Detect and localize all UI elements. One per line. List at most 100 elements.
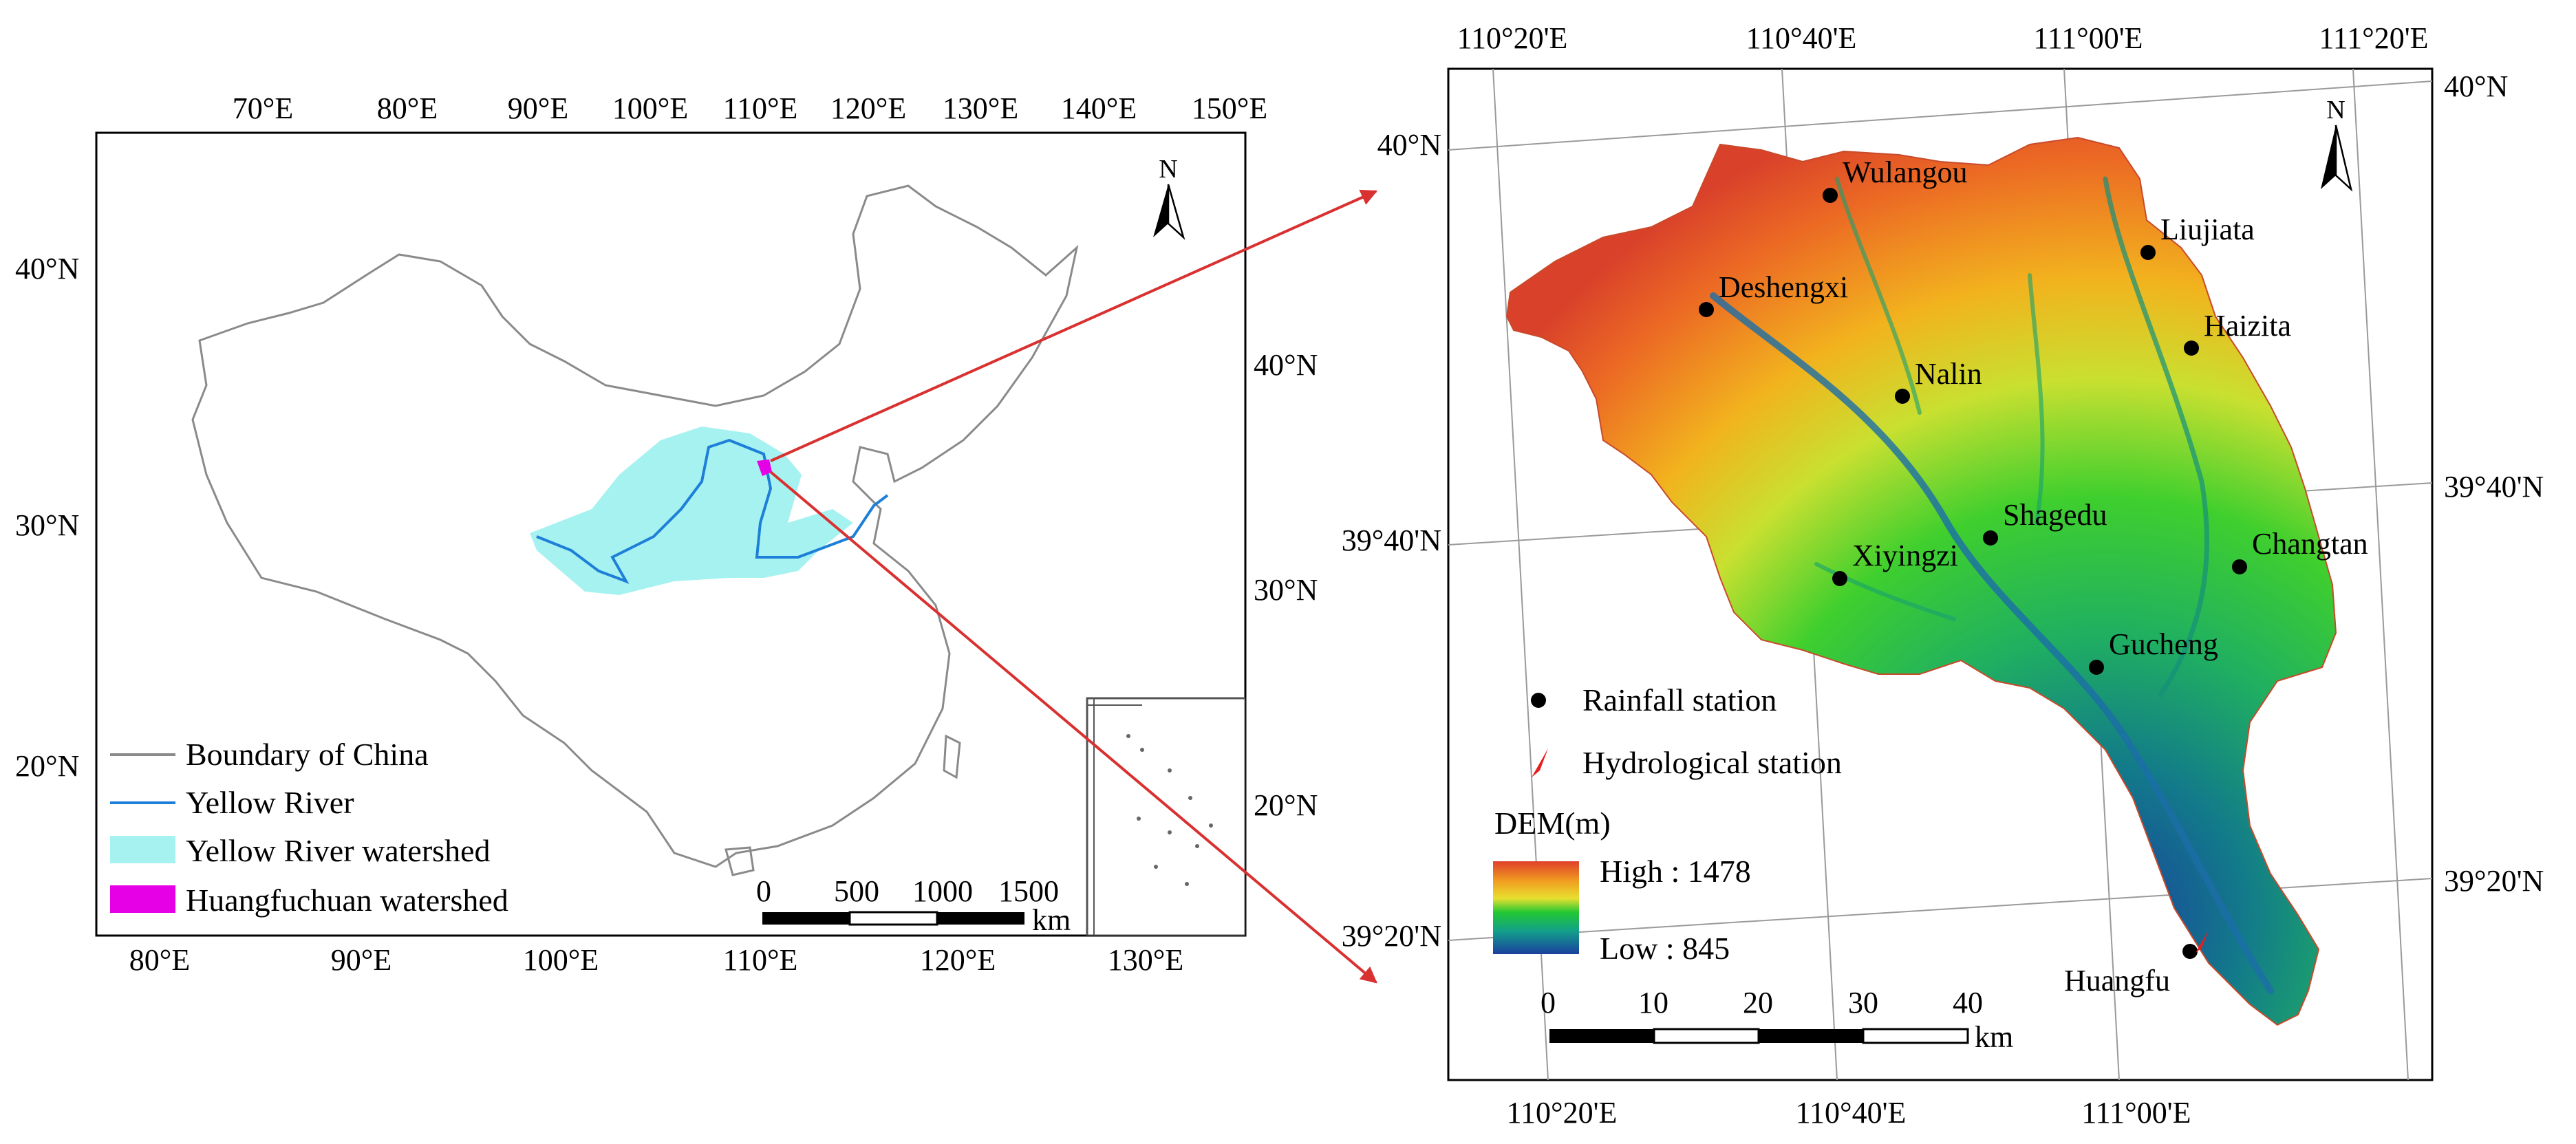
right-north-arrow: N (2321, 96, 2353, 192)
left-top-lon-tick: 130°E (943, 91, 1018, 125)
left-lat-tick: 40°N (15, 252, 79, 285)
right-scale-tick: 40 (1953, 986, 1983, 1019)
station-dot-liujiata (2140, 245, 2156, 260)
left-right-lat-tick: 30°N (1254, 573, 1318, 607)
station-dot-shagedu (1983, 530, 1998, 546)
legend-watershed-label: Yellow River watershed (186, 833, 490, 868)
right-detail-map: 110°20'E 110°40'E 111°00'E 111°20'E 110°… (1342, 21, 2544, 1130)
right-scale-unit: km (1975, 1020, 2013, 1054)
taiwan-outline (943, 734, 961, 779)
station-dot-deshengxi (1699, 302, 1714, 317)
dem-color-ramp (1493, 861, 1579, 954)
left-scale-tick: 0 (756, 874, 771, 908)
left-scale-tick: 500 (834, 874, 879, 908)
legend-rainfall-label: Rainfall station (1582, 682, 1777, 717)
station-label-wulangou: Wulangou (1843, 155, 1968, 189)
legend-watershed-symbol (110, 836, 175, 863)
right-bottom-lon-tick: 111°00'E (2081, 1096, 2191, 1130)
left-top-lon-tick: 70°E (233, 91, 293, 125)
station-label-haizita: Haizita (2204, 309, 2291, 343)
station-dot-nalin (1895, 389, 1910, 404)
station-label-huangfu: Huangfu (2064, 964, 2170, 997)
left-bottom-lon-tick: 110°E (723, 943, 798, 977)
station-label-changtan: Changtan (2252, 527, 2368, 561)
right-north-arrow-right-half (2334, 125, 2353, 192)
right-top-lon-ticks: 110°20'E 110°40'E 111°00'E 111°20'E (1457, 21, 2429, 55)
left-top-lon-tick: 110°E (723, 91, 798, 125)
legend-hydro-label: Hydrological station (1582, 745, 1842, 780)
right-left-lat-tick: 39°20'N (1342, 919, 1441, 953)
station-dot-huangfu (2182, 944, 2198, 959)
left-bottom-lon-tick: 100°E (523, 943, 599, 977)
right-top-lon-tick: 110°40'E (1746, 21, 1857, 55)
station-label-gucheng: Gucheng (2109, 627, 2218, 661)
china-boundary (191, 184, 1079, 868)
left-overview-map: 70°E 80°E 90°E 100°E 110°E 120°E 130°E 1… (15, 91, 1378, 984)
legend-hydro-symbol (1532, 748, 1548, 777)
legend-huangfuchuan-label: Huangfuchuan watershed (186, 883, 508, 918)
station-dot-gucheng (2089, 660, 2104, 675)
south-china-sea-inset (1086, 697, 1245, 936)
legend-river-label: Yellow River (186, 785, 354, 820)
left-scale-bar: 0 500 1000 1500 km (756, 874, 1071, 937)
left-north-arrow-right-half (1167, 184, 1185, 240)
right-scale-tick: 10 (1638, 986, 1668, 1019)
legend-boundary-label: Boundary of China (186, 737, 429, 772)
right-right-lat-tick: 39°20'N (2444, 864, 2544, 898)
right-scale-tick: 20 (1743, 986, 1773, 1019)
station-label-liujiata: Liujiata (2160, 213, 2255, 246)
right-right-lat-ticks: 40°N 39°40'N 39°20'N (2444, 69, 2544, 898)
left-north-arrow: N (1153, 155, 1185, 240)
left-bottom-lon-ticks: 80°E 90°E 100°E 110°E 120°E 130°E (129, 943, 1183, 977)
dem-legend-title: DEM(m) (1494, 806, 1611, 841)
left-top-lon-tick: 100°E (612, 91, 688, 125)
station-label-deshengxi: Deshengxi (1719, 270, 1848, 304)
left-top-lon-tick: 90°E (508, 91, 568, 125)
left-lat-tick: 30°N (15, 508, 79, 542)
dem-high-label: High : 1478 (1600, 854, 1751, 889)
right-top-lon-tick: 110°20'E (1457, 21, 1568, 55)
left-top-lon-tick: 140°E (1061, 91, 1137, 125)
left-top-lon-tick: 150°E (1192, 91, 1267, 125)
left-scale-tick: 1000 (912, 874, 973, 908)
station-label-xiyingzi: Xiyingzi (1852, 539, 1958, 572)
legend-huangfuchuan-symbol (110, 885, 175, 913)
left-lat-tick: 20°N (15, 749, 79, 783)
left-right-lat-ticks: 40°N 30°N 20°N (1254, 348, 1318, 822)
left-north-arrow-left-half (1153, 184, 1168, 237)
huangfuchuan-watershed-marker (757, 460, 772, 476)
station-dot-haizita (2184, 341, 2199, 356)
right-right-lat-tick: 40°N (2444, 69, 2508, 103)
right-north-arrow-left-half (2321, 125, 2336, 189)
left-scale-tick: 1500 (998, 874, 1059, 908)
left-bottom-lon-tick: 120°E (920, 943, 996, 977)
zoom-arrow-lower (769, 471, 1377, 984)
huangfuchuan-basin-dem (1505, 136, 2337, 1026)
hainan-outline (724, 846, 755, 876)
dem-low-label: Low : 845 (1600, 931, 1730, 966)
zoom-arrow-upper (770, 189, 1378, 462)
right-left-lat-tick: 40°N (1377, 128, 1441, 162)
right-left-lat-tick: 39°40'N (1342, 524, 1441, 557)
station-dot-changtan (2232, 559, 2247, 574)
right-legend: Rainfall station Hydrological station DE… (1493, 682, 1842, 966)
right-left-lat-ticks: 40°N 39°40'N 39°20'N (1342, 128, 1441, 953)
stations-layer: Wulangou Liujiata Deshengxi Haizita Nali… (1699, 155, 2368, 997)
yellow-river-line (536, 438, 889, 584)
hydrological-flag-huangfu (2196, 930, 2209, 953)
left-right-lat-tick: 20°N (1254, 788, 1318, 822)
station-label-shagedu: Shagedu (2003, 498, 2107, 532)
left-top-lon-tick: 80°E (377, 91, 438, 125)
right-bottom-lon-tick: 110°40'E (1796, 1096, 1907, 1130)
drainage-network (1710, 176, 2274, 994)
right-scale-bar: 0 10 20 30 40 km (1541, 986, 2013, 1054)
yellow-river-watershed (530, 427, 853, 595)
station-label-nalin: Nalin (1915, 357, 1982, 391)
left-bottom-lon-tick: 80°E (129, 943, 190, 977)
right-scale-tick: 30 (1848, 986, 1878, 1019)
left-bottom-lon-tick: 130°E (1108, 943, 1183, 977)
right-right-lat-tick: 39°40'N (2444, 470, 2544, 504)
right-bottom-lon-ticks: 110°20'E 110°40'E 111°00'E (1507, 1096, 2191, 1130)
station-dot-wulangou (1823, 188, 1838, 203)
